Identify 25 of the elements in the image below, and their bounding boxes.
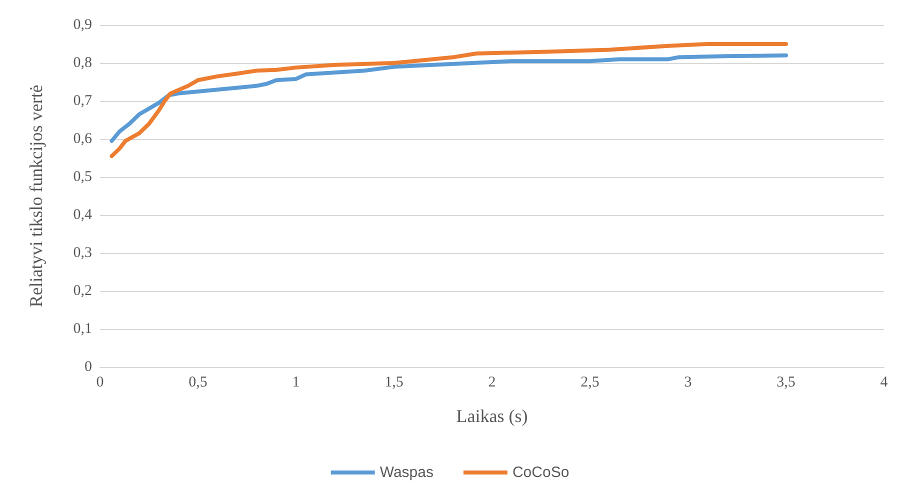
legend-label: Waspas (380, 464, 434, 481)
y-tick-label: 0,3 (73, 245, 92, 261)
x-tick-label: 0,5 (188, 374, 208, 390)
x-tick-label: 1 (292, 374, 300, 390)
y-tick-label: 0,8 (73, 55, 92, 71)
legend-label: CoCoSo (512, 464, 570, 481)
x-tick-label: 2,5 (580, 374, 600, 390)
y-axis-title: Reliatyvi tikslo funkcijos vertė (26, 84, 46, 308)
x-tick-label: 3 (684, 374, 692, 390)
line-series (110, 53, 788, 143)
x-tick-label: 0 (96, 374, 104, 390)
y-tick-label: 0,1 (73, 321, 92, 337)
x-axis-title: Laikas (s) (456, 406, 528, 426)
x-tick-label: 1,5 (384, 374, 404, 390)
y-tick-label: 0 (84, 359, 92, 375)
line-series (110, 42, 788, 158)
y-tick-label: 0,7 (73, 93, 92, 109)
y-tick-label: 0,9 (73, 17, 92, 33)
y-tick-label: 0,2 (73, 283, 92, 299)
x-tick-label: 4 (880, 374, 888, 390)
x-tick-label: 3,5 (776, 374, 796, 390)
y-tick-label: 0,4 (73, 207, 92, 223)
y-tick-label: 0,6 (73, 131, 92, 147)
x-tick-label: 2 (488, 374, 496, 390)
y-tick-label: 0,5 (73, 169, 92, 185)
